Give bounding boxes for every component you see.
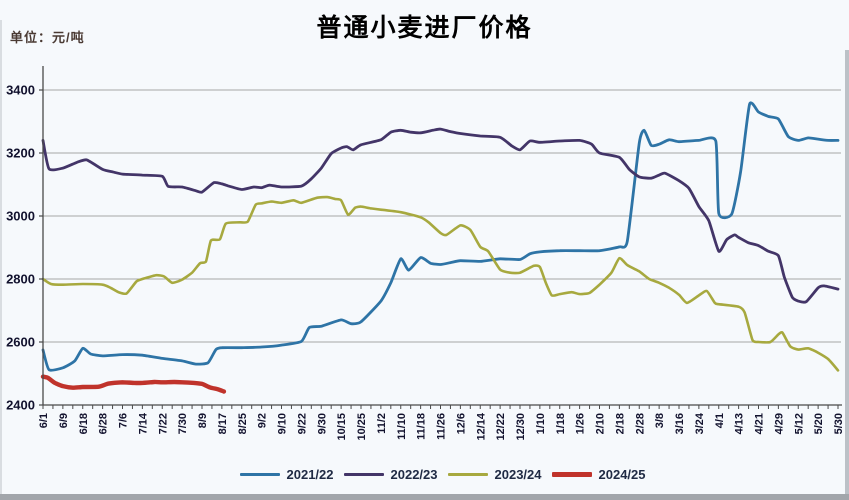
x-axis-label: 12/30: [515, 413, 527, 441]
x-axis-label: 2/10: [595, 413, 607, 434]
x-axis-label: 2/28: [634, 413, 646, 434]
x-axis-label: 8/9: [197, 413, 209, 428]
x-axis-label: 7/6: [118, 413, 130, 428]
x-axis-label: 3/24: [694, 412, 706, 434]
x-axis-label: 3/8: [654, 413, 666, 428]
legend-label: 2022/23: [390, 467, 438, 482]
x-axis-label: 11/26: [436, 413, 448, 440]
x-axis-label: 12/6: [455, 413, 467, 434]
x-axis-label: 8/25: [237, 413, 249, 434]
x-axis-label: 7/14: [137, 412, 149, 434]
series-line-2021-22: [41, 101, 840, 372]
photo-bottom-edge: [0, 494, 849, 500]
x-axis-label: 10/15: [336, 413, 348, 441]
legend-item-2021-22: 2021/22: [239, 467, 334, 482]
legend-line-swatch: [551, 472, 592, 477]
x-axis-label: 4/13: [734, 413, 746, 434]
chart-legend: 2021/22 2022/23 2023/24 2024/25: [0, 467, 849, 482]
y-axis-label: 3200: [6, 146, 35, 161]
legend-line-swatch: [343, 473, 384, 476]
legend-item-2023-24: 2023/24: [447, 467, 542, 482]
x-axis-label: 9/2: [257, 413, 269, 428]
series-line-2022-23: [41, 127, 840, 304]
unit-label: 单位：元/吨: [10, 30, 85, 45]
legend-line-swatch: [447, 473, 488, 476]
legend-label: 2023/24: [494, 467, 542, 482]
x-axis-label: 1/26: [575, 413, 587, 434]
x-axis-label: 1/10: [535, 413, 547, 434]
x-axis-label: 4/29: [773, 413, 785, 434]
legend-item-2024-25: 2024/25: [551, 467, 646, 482]
x-axis-label: 6/9: [58, 413, 70, 428]
x-axis-label: 1/18: [555, 413, 567, 434]
x-axis-label: 2/18: [614, 413, 626, 434]
y-axis-label: 2600: [6, 335, 35, 350]
legend-item-2022-23: 2022/23: [343, 467, 438, 482]
x-axis-label: 12/22: [495, 413, 507, 441]
x-axis-label: 11/2: [376, 413, 388, 434]
x-axis-label: 6/1: [38, 413, 50, 428]
legend-label: 2021/22: [286, 467, 334, 482]
x-axis-label: 4/21: [754, 413, 766, 434]
x-axis-label: 6/28: [98, 413, 110, 434]
x-axis-label: 10/25: [356, 413, 368, 441]
x-axis-label: 11/10: [396, 413, 408, 440]
x-axis-label: 5/30: [833, 413, 845, 434]
x-axis-label: 6/18: [78, 413, 90, 434]
x-axis-label: 3/16: [674, 413, 686, 434]
series-line-2024-25: [40, 374, 227, 394]
y-axis-label: 2800: [6, 272, 35, 287]
x-axis-label: 9/22: [296, 413, 308, 434]
x-axis-label: 4/1: [714, 413, 726, 428]
x-axis-label: 7/30: [177, 413, 189, 434]
x-axis-label: 5/12: [793, 413, 805, 434]
y-axis-label: 3000: [6, 209, 35, 224]
series-line-2023-24: [41, 195, 840, 372]
photo-left-edge: [0, 20, 2, 494]
x-axis-label: 9/30: [316, 413, 328, 434]
x-axis-label: 12/14: [475, 412, 487, 440]
x-axis-label: 5/20: [813, 413, 825, 434]
x-axis-label: 9/10: [277, 413, 289, 434]
legend-label: 2024/25: [598, 467, 646, 482]
x-axis-label: 8/17: [217, 413, 229, 434]
y-axis-label: 3400: [6, 83, 35, 98]
photo-right-edge: [845, 50, 849, 494]
x-axis-label: 11/18: [416, 413, 428, 440]
legend-line-swatch: [239, 473, 280, 476]
x-axis-label: 7/22: [157, 413, 169, 434]
chart-title: 普通小麦进厂价格: [316, 14, 533, 42]
y-axis-label: 2400: [6, 398, 35, 413]
